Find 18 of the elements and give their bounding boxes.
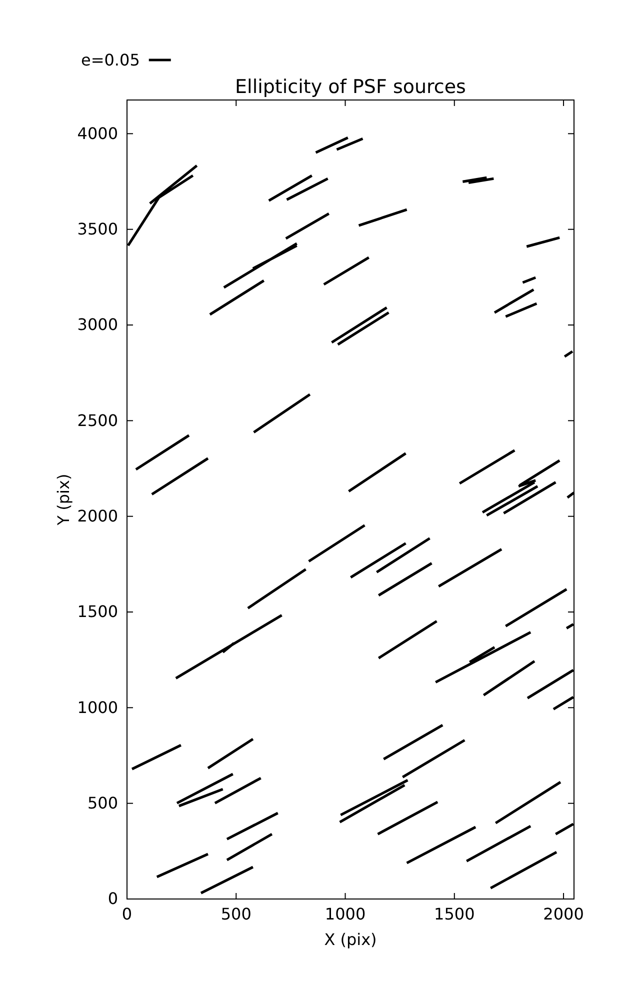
x-tick-label: 2000	[543, 904, 584, 924]
x-tick-label: 1500	[434, 904, 475, 924]
y-tick-label: 1500	[77, 602, 118, 622]
y-tick-label: 1000	[77, 698, 118, 717]
x-tick-label: 0	[122, 904, 132, 924]
x-axis-title: X (pix)	[324, 930, 377, 949]
y-tick-label: 3000	[77, 315, 118, 334]
y-tick-label: 2000	[77, 506, 118, 526]
y-tick-label: 2500	[77, 410, 118, 430]
y-tick-label: 0	[108, 889, 118, 908]
chart-title: Ellipticity of PSF sources	[235, 76, 466, 98]
y-tick-label: 500	[87, 793, 118, 812]
legend-label: e=0.05	[81, 50, 140, 70]
y-tick-label: 4000	[77, 124, 118, 143]
y-tick-label: 3500	[77, 219, 118, 238]
y-axis-title: Y (pix)	[54, 474, 73, 526]
x-tick-label: 500	[220, 904, 252, 924]
x-tick-label: 1000	[324, 904, 366, 924]
